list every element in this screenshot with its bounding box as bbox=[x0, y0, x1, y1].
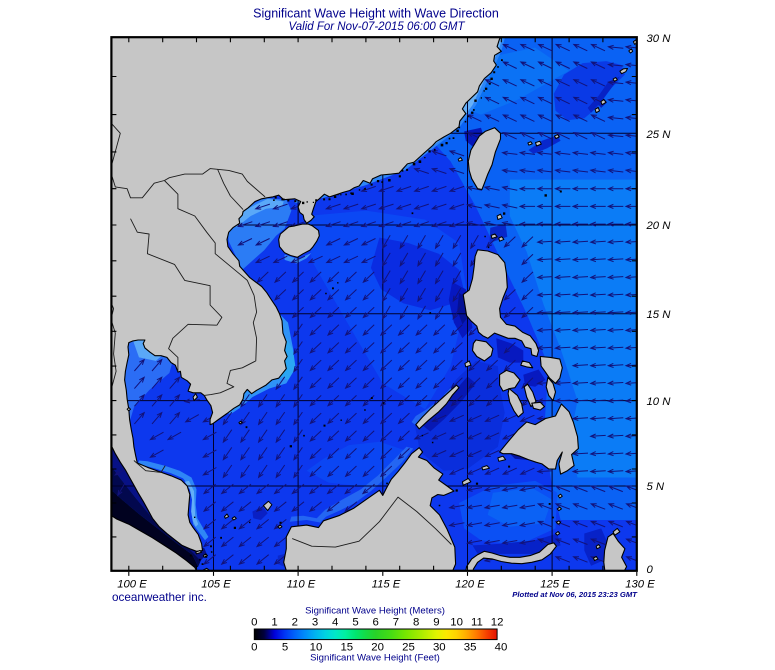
svg-text:20 N: 20 N bbox=[646, 220, 672, 232]
svg-text:130 E: 130 E bbox=[625, 579, 655, 591]
svg-text:oceanweather inc.: oceanweather inc. bbox=[112, 591, 207, 604]
svg-text:Significant Wave Height with W: Significant Wave Height with Wave Direct… bbox=[253, 7, 499, 21]
svg-text:0: 0 bbox=[251, 617, 257, 629]
svg-text:8: 8 bbox=[413, 617, 419, 629]
svg-text:15: 15 bbox=[340, 642, 353, 654]
svg-text:9: 9 bbox=[433, 617, 439, 629]
svg-text:1: 1 bbox=[271, 617, 277, 629]
svg-text:10: 10 bbox=[310, 642, 323, 654]
svg-text:110 E: 110 E bbox=[287, 579, 316, 591]
svg-text:115 E: 115 E bbox=[372, 579, 401, 591]
svg-text:25: 25 bbox=[402, 642, 415, 654]
svg-text:Plotted at Nov 06, 2015 23:23: Plotted at Nov 06, 2015 23:23 GMT bbox=[512, 590, 638, 599]
svg-text:11: 11 bbox=[471, 617, 483, 629]
svg-text:0: 0 bbox=[251, 642, 257, 654]
svg-text:Valid For Nov-07-2015 06:00 GM: Valid For Nov-07-2015 06:00 GMT bbox=[289, 21, 466, 33]
svg-text:0: 0 bbox=[647, 564, 654, 576]
svg-text:25 N: 25 N bbox=[646, 129, 672, 141]
svg-text:30: 30 bbox=[433, 642, 446, 654]
svg-text:105 E: 105 E bbox=[201, 579, 231, 591]
svg-text:10 N: 10 N bbox=[647, 396, 672, 408]
svg-text:15 N: 15 N bbox=[647, 309, 672, 321]
svg-text:4: 4 bbox=[332, 617, 338, 629]
svg-text:3: 3 bbox=[312, 617, 318, 629]
svg-text:20: 20 bbox=[371, 642, 384, 654]
svg-text:35: 35 bbox=[464, 642, 477, 654]
svg-text:6: 6 bbox=[373, 617, 379, 629]
svg-text:7: 7 bbox=[393, 617, 399, 629]
svg-text:Significant Wave Height (Meter: Significant Wave Height (Meters) bbox=[305, 606, 445, 617]
svg-text:125 E: 125 E bbox=[540, 579, 570, 591]
svg-text:5: 5 bbox=[282, 642, 288, 654]
svg-text:100 E: 100 E bbox=[117, 579, 147, 591]
svg-text:30 N: 30 N bbox=[647, 33, 672, 45]
svg-text:40: 40 bbox=[495, 642, 508, 654]
svg-text:5 N: 5 N bbox=[647, 481, 665, 493]
svg-text:5: 5 bbox=[352, 617, 358, 629]
svg-text:2: 2 bbox=[292, 617, 298, 629]
svg-text:120 E: 120 E bbox=[455, 579, 485, 591]
svg-text:Significant Wave Height (Feet): Significant Wave Height (Feet) bbox=[310, 653, 440, 664]
svg-text:12: 12 bbox=[491, 617, 504, 629]
svg-text:10: 10 bbox=[450, 617, 463, 629]
